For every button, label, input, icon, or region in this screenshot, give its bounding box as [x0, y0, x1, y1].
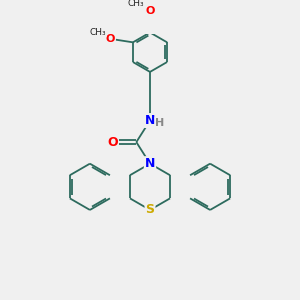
Text: O: O	[145, 6, 154, 16]
Text: H: H	[155, 118, 165, 128]
Text: CH₃: CH₃	[127, 0, 144, 8]
Text: N: N	[145, 114, 155, 127]
Text: N: N	[145, 157, 155, 170]
Text: O: O	[107, 136, 118, 148]
Text: S: S	[146, 203, 154, 216]
Text: O: O	[105, 34, 115, 44]
Text: CH₃: CH₃	[90, 28, 106, 37]
